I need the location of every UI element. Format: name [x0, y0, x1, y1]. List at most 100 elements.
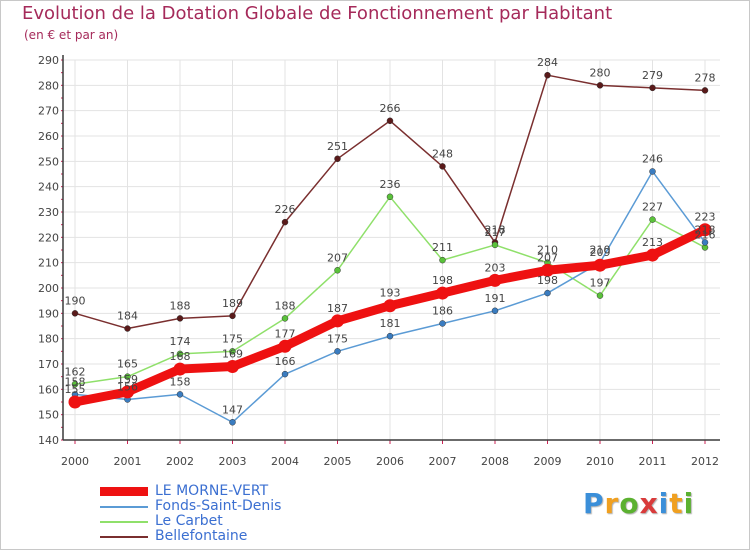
- x-tick-label-2008: 2008: [481, 455, 509, 468]
- y-tick-label-290: 290: [38, 54, 59, 67]
- data-label-le-carbet-2005: 207: [327, 251, 348, 264]
- y-tick-label-240: 240: [38, 181, 59, 194]
- data-label-le-morne-vert-2011: 213: [642, 236, 663, 249]
- legend-label: Bellefontaine: [155, 528, 248, 544]
- data-label-le-morne-vert-2003: 169: [222, 348, 243, 361]
- logo-letter: P: [583, 487, 605, 520]
- point-bellefontaine-2003: [229, 312, 236, 320]
- logo-letter: x: [639, 487, 659, 520]
- data-label-le-carbet-2009: 210: [537, 244, 558, 257]
- x-tick-label-2000: 2000: [61, 455, 89, 468]
- point-fonds-saint-denis-2004: [281, 370, 289, 378]
- point-fonds-saint-denis-2008: [491, 307, 499, 315]
- data-label-bellefontaine-2012: 278: [695, 71, 716, 84]
- x-tick-label-2003: 2003: [219, 455, 247, 468]
- data-label-le-carbet-2002: 174: [170, 335, 191, 348]
- data-label-le-carbet-2008: 217: [485, 226, 506, 239]
- data-label-le-morne-vert-2009: 207: [537, 251, 558, 264]
- point-fonds-saint-denis-2007: [439, 320, 446, 327]
- legend-swatch: [100, 506, 148, 508]
- data-label-le-carbet-2000: 162: [65, 365, 86, 378]
- logo-letter: o: [619, 487, 640, 520]
- point-le-carbet-2007: [439, 256, 446, 264]
- legend: LE MORNE-VERT Fonds-Saint-Denis Le Carbet B…: [100, 484, 360, 544]
- point-bellefontaine-2012: [701, 87, 709, 94]
- data-label-bellefontaine-2000: 190: [65, 294, 86, 307]
- point-bellefontaine-2006: [386, 117, 394, 125]
- point-le-carbet-2002: [176, 350, 184, 358]
- y-tick-label-220: 220: [38, 231, 59, 244]
- legend-label: Le Carbet: [155, 513, 223, 529]
- x-tick-label-2004: 2004: [271, 455, 299, 468]
- data-label-le-carbet-2007: 211: [432, 241, 453, 254]
- data-label-fonds-saint-denis-2011: 246: [642, 152, 663, 165]
- data-label-fonds-saint-denis-2007: 186: [432, 304, 453, 317]
- data-label-fonds-saint-denis-2006: 181: [380, 317, 401, 330]
- data-label-le-carbet-2003: 175: [222, 332, 243, 345]
- data-label-bellefontaine-2009: 284: [537, 56, 558, 69]
- point-le-morne-vert-2004: [278, 339, 292, 353]
- logo-letter: r: [604, 487, 620, 520]
- x-tick-label-2002: 2002: [166, 455, 194, 468]
- point-le-morne-vert-2007: [436, 286, 449, 300]
- data-label-fonds-saint-denis-2004: 166: [275, 355, 296, 368]
- x-tick-label-2007: 2007: [429, 455, 457, 468]
- y-tick-label-180: 180: [38, 333, 59, 346]
- legend-item: LE MORNE-VERT: [100, 484, 360, 499]
- data-label-fonds-saint-denis-2012: 218: [695, 223, 716, 236]
- point-le-carbet-2008: [491, 241, 499, 249]
- data-label-bellefontaine-2010: 280: [590, 66, 611, 79]
- y-tick-label-170: 170: [38, 358, 59, 371]
- line-chart: 140 150 160 170 180 190 200 210 220 230 240 250 260 2…: [38, 54, 720, 468]
- x-tick-label-2009: 2009: [534, 455, 562, 468]
- point-le-morne-vert-2003: [226, 360, 239, 374]
- data-label-le-morne-vert-2008: 203: [485, 261, 506, 274]
- data-label-le-morne-vert-2001: 159: [117, 373, 138, 386]
- point-bellefontaine-2002: [176, 315, 184, 322]
- x-tick-label-2010: 2010: [586, 455, 614, 468]
- legend-item: Bellefontaine: [100, 529, 360, 544]
- data-label-bellefontaine-2007: 248: [432, 147, 453, 160]
- point-le-morne-vert-2008: [488, 273, 502, 287]
- data-label-le-carbet-2011: 227: [642, 201, 663, 214]
- x-tick-label-2011: 2011: [639, 455, 667, 468]
- point-le-carbet-2000: [71, 381, 79, 388]
- point-bellefontaine-2004: [281, 218, 289, 226]
- y-tick-label-140: 140: [38, 434, 59, 447]
- data-label-le-carbet-2010: 197: [590, 277, 611, 290]
- data-label-bellefontaine-2001: 184: [117, 310, 138, 323]
- legend-label: Fonds-Saint-Denis: [155, 498, 282, 514]
- point-le-morne-vert-2011: [646, 248, 659, 262]
- legend-swatch: [100, 487, 148, 496]
- y-tick-label-150: 150: [38, 409, 59, 422]
- x-tick-label-2005: 2005: [324, 455, 352, 468]
- x-tick-label-2006: 2006: [376, 455, 404, 468]
- legend-swatch: [100, 521, 148, 523]
- point-fonds-saint-denis-2012: [701, 239, 709, 246]
- data-label-bellefontaine-2006: 266: [380, 102, 401, 115]
- data-label-le-morne-vert-2012: 223: [695, 211, 716, 224]
- point-fonds-saint-denis-2011: [649, 168, 656, 175]
- data-label-fonds-saint-denis-2003: 147: [222, 403, 243, 416]
- data-label-le-morne-vert-2007: 198: [432, 274, 453, 287]
- y-tick-label-270: 270: [38, 105, 59, 118]
- data-label-le-morne-vert-2002: 168: [170, 350, 191, 363]
- data-label-le-morne-vert-2005: 187: [327, 302, 348, 315]
- data-label-bellefontaine-2002: 188: [170, 299, 191, 312]
- data-label-le-carbet-2004: 188: [275, 299, 296, 312]
- proxiti-logo: Proxiti: [583, 487, 694, 520]
- point-le-morne-vert-2005: [331, 314, 344, 328]
- point-le-carbet-2006: [386, 193, 394, 201]
- legend-item: Fonds-Saint-Denis: [100, 499, 360, 514]
- data-label-bellefontaine-2004: 226: [275, 203, 296, 216]
- point-fonds-saint-denis-2005: [334, 348, 341, 355]
- logo-letter: i: [683, 487, 695, 520]
- data-label-fonds-saint-denis-2010: 210: [590, 244, 611, 257]
- point-fonds-saint-denis-2009: [544, 289, 551, 297]
- y-tick-label-160: 160: [38, 383, 59, 396]
- data-label-le-morne-vert-2006: 193: [380, 287, 401, 300]
- point-fonds-saint-denis-2003: [229, 419, 236, 426]
- data-label-bellefontaine-2008: 218: [485, 223, 506, 236]
- y-tick-label-280: 280: [38, 79, 59, 92]
- point-le-morne-vert-2012: [698, 223, 712, 237]
